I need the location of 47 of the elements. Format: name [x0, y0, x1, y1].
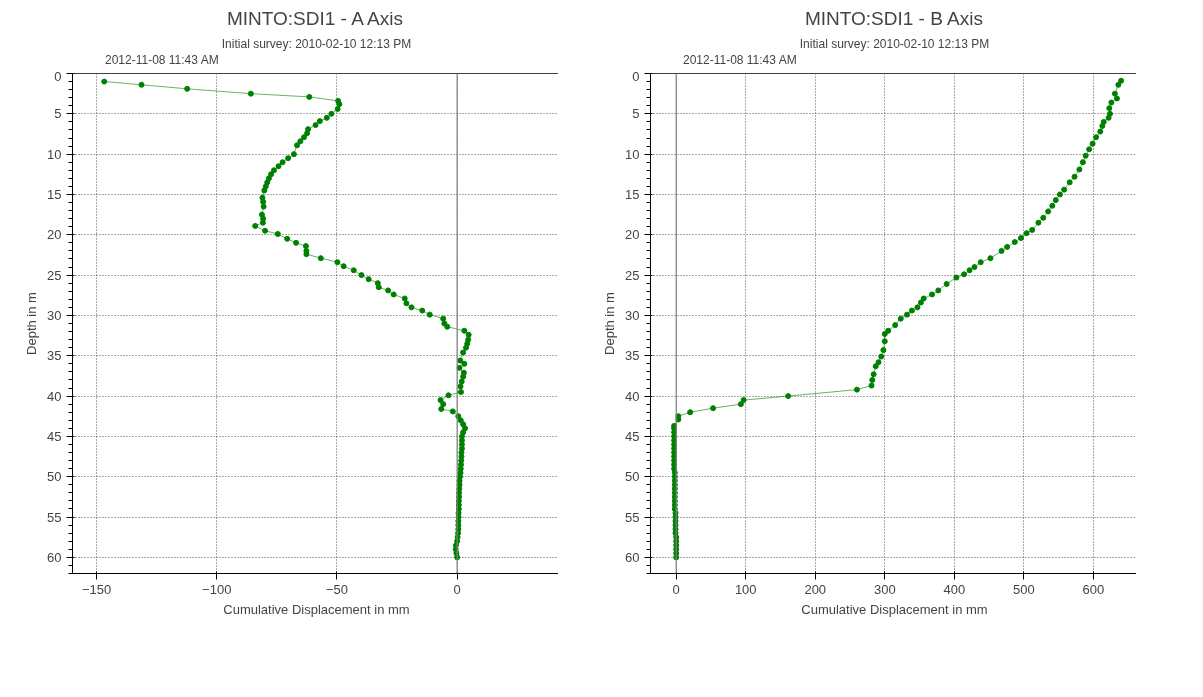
y-tick-label: 10: [625, 146, 640, 162]
y-tick-label: 20: [47, 227, 62, 243]
y-axis-title: Depth in m: [602, 292, 618, 355]
y-tick-label: 20: [625, 227, 640, 243]
y-tick-label: 35: [47, 348, 62, 364]
x-axis-title: Cumulative Displacement in mm: [801, 601, 988, 617]
y-tick-label: 60: [47, 549, 62, 565]
chart-subtitle: Initial survey: 2010-02-10 12:13 PM: [799, 36, 990, 51]
y-tick-label: 50: [625, 469, 640, 485]
y-tick-label: 45: [47, 428, 62, 444]
y-tick-label: 5: [54, 106, 62, 122]
x-tick-label: 0: [453, 581, 461, 597]
x-tick-label: −150: [81, 581, 112, 597]
x-tick-label: −50: [325, 581, 348, 597]
x-tick-label: 0: [672, 581, 680, 597]
y-tick-label: 55: [47, 509, 62, 525]
x-tick-label: 200: [804, 581, 827, 597]
y-tick-label: 15: [625, 186, 640, 202]
y-tick-label: 0: [632, 68, 640, 84]
x-tick-label: 500: [1012, 581, 1035, 597]
y-tick-label: 40: [625, 388, 640, 404]
y-tick-label: 10: [47, 146, 62, 162]
series-label: 2012-11-08 11:43 AM: [105, 53, 219, 67]
y-tick-label: 50: [47, 469, 62, 485]
x-tick-label: −100: [202, 581, 232, 597]
chart-title: MINTO:SDI1 - A Axis: [226, 7, 403, 29]
y-tick-label: 0: [54, 68, 62, 84]
y-tick-label: 5: [632, 106, 640, 122]
y-tick-label: 15: [47, 186, 62, 202]
y-tick-label: 60: [625, 549, 640, 565]
x-tick-label: 300: [873, 581, 896, 597]
x-tick-label: 100: [734, 581, 757, 597]
chart-subtitle: Initial survey: 2010-02-10 12:13 PM: [221, 36, 412, 51]
y-tick-label: 40: [47, 388, 62, 404]
x-tick-label: 400: [943, 581, 966, 597]
y-axis-title: Depth in m: [24, 292, 40, 355]
y-tick-label: 55: [625, 509, 640, 525]
text: 2012-11-08 11:43 AM: [683, 53, 797, 67]
y-tick-label: 30: [625, 307, 640, 323]
x-tick-label: 600: [1082, 581, 1105, 597]
x-axis-title: Cumulative Displacement in mm: [223, 601, 410, 617]
y-tick-label: 25: [47, 267, 62, 283]
chart-title: MINTO:SDI1 - B Axis: [804, 7, 984, 29]
y-tick-label: 30: [47, 307, 62, 323]
y-tick-label: 35: [625, 348, 640, 364]
y-tick-label: 45: [625, 428, 640, 444]
y-tick-label: 25: [625, 267, 640, 283]
